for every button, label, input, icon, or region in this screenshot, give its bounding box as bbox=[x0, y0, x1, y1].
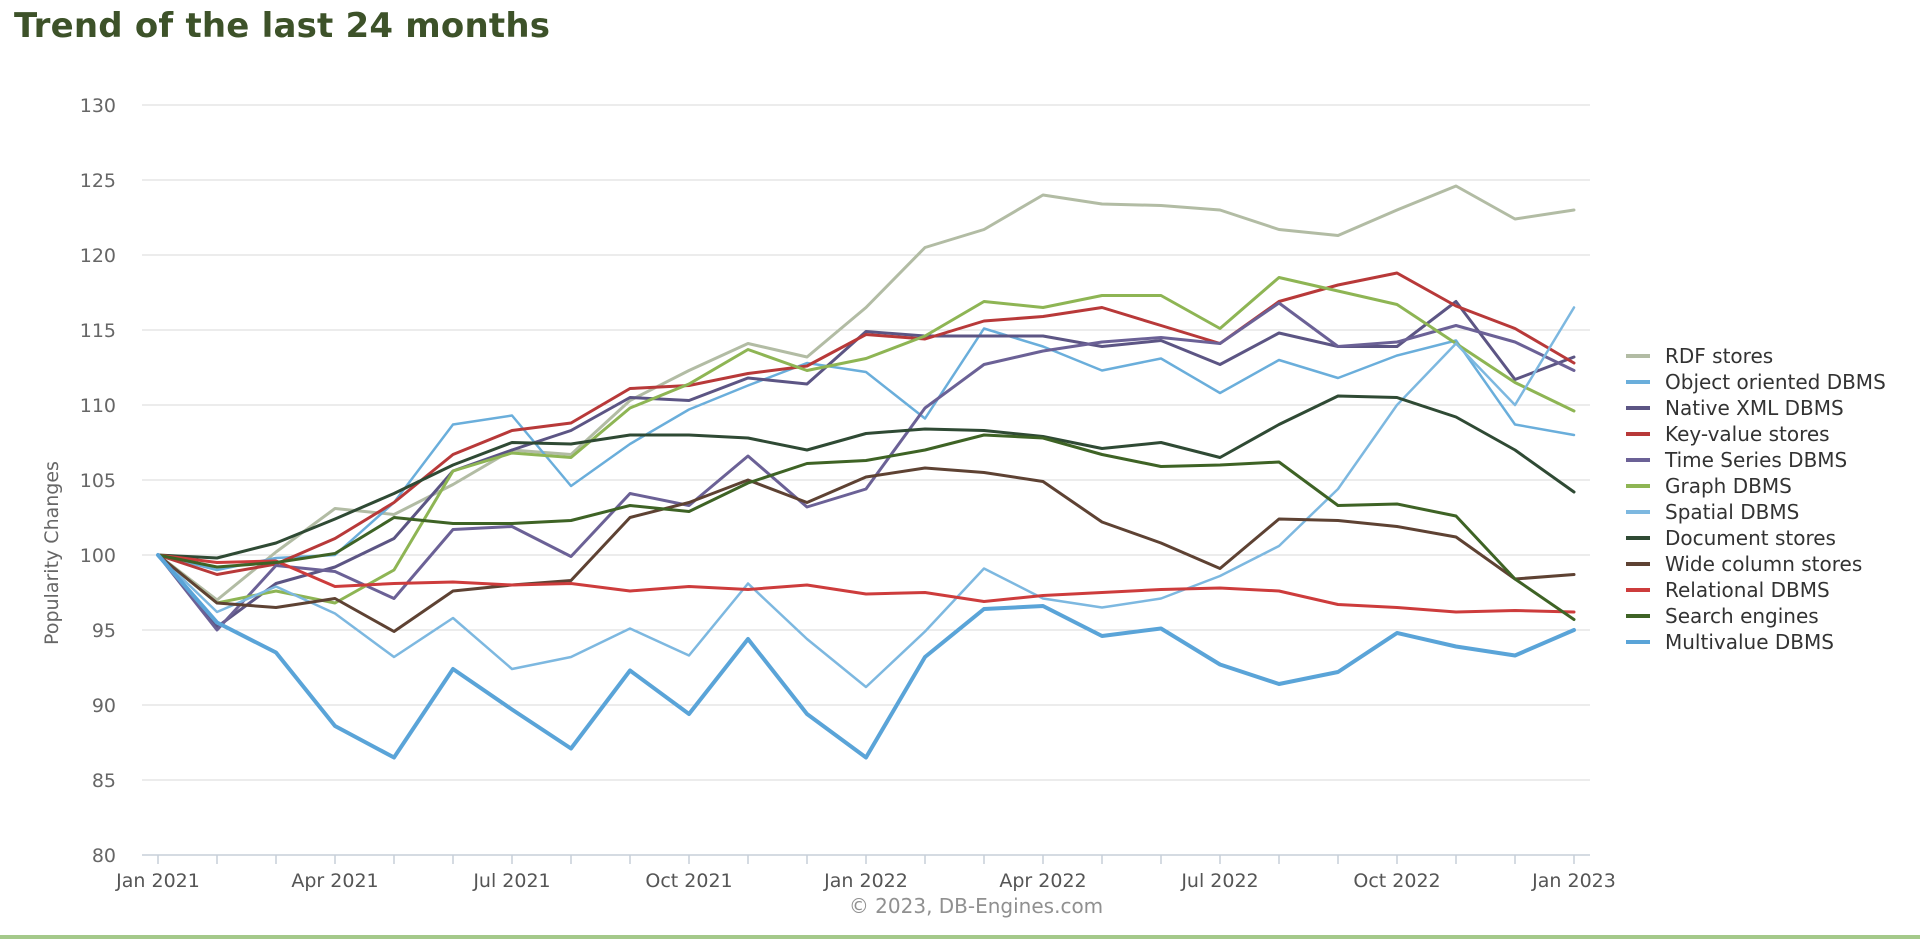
series-line-native-xml-dbms bbox=[156, 300, 1576, 629]
y-tick-label: 100 bbox=[80, 545, 116, 567]
legend-label: Wide column stores bbox=[1665, 552, 1862, 576]
series-line-key-value-stores bbox=[156, 271, 1576, 576]
legend-item[interactable]: Document stores bbox=[1626, 526, 1836, 550]
y-tick-label: 95 bbox=[92, 620, 116, 642]
legend-item[interactable]: Object oriented DBMS bbox=[1626, 370, 1886, 394]
x-tick-label: Oct 2022 bbox=[1353, 870, 1440, 892]
legend-item[interactable]: Native XML DBMS bbox=[1626, 396, 1844, 420]
legend-label: Time Series DBMS bbox=[1664, 448, 1847, 472]
y-tick-label: 115 bbox=[80, 320, 116, 342]
x-tick-label: Jan 2023 bbox=[1531, 870, 1616, 892]
series-line-relational-dbms bbox=[156, 553, 1576, 614]
legend-item[interactable]: Graph DBMS bbox=[1626, 474, 1792, 498]
legend-label: Search engines bbox=[1665, 604, 1819, 628]
y-tick-label: 110 bbox=[80, 395, 116, 417]
series-line-document-stores bbox=[156, 394, 1576, 560]
legend-item[interactable]: Key-value stores bbox=[1626, 422, 1830, 446]
legend-item[interactable]: Spatial DBMS bbox=[1626, 500, 1799, 524]
series-line-spatial-dbms bbox=[156, 306, 1576, 689]
x-axis: Jan 2021 Apr 2021 Jul 2021 Oct 2021 Jan 2022… bbox=[115, 854, 1616, 892]
legend-label: Relational DBMS bbox=[1665, 578, 1830, 602]
series-line-object-oriented-dbms bbox=[156, 327, 1576, 572]
grid-lines bbox=[142, 104, 1590, 781]
legend-item[interactable]: Search engines bbox=[1626, 604, 1819, 628]
x-tick-label: Jan 2022 bbox=[823, 870, 908, 892]
x-tick-label: Apr 2021 bbox=[291, 870, 378, 892]
y-axis: 80 85 90 95 100 105 110 115 120 125 130 bbox=[80, 95, 116, 867]
legend-label: Native XML DBMS bbox=[1665, 396, 1844, 420]
series-line-rdf-stores bbox=[156, 184, 1576, 602]
x-tick-label: Oct 2021 bbox=[645, 870, 732, 892]
legend-label: Graph DBMS bbox=[1665, 474, 1792, 498]
legend-item[interactable]: Relational DBMS bbox=[1626, 578, 1830, 602]
legend-label: Object oriented DBMS bbox=[1665, 370, 1886, 394]
y-tick-label: 120 bbox=[80, 245, 116, 267]
page-title: Trend of the last 24 months bbox=[14, 6, 551, 46]
series-line-time-series-dbms bbox=[156, 301, 1576, 632]
legend-label: Spatial DBMS bbox=[1665, 500, 1799, 524]
legend-item[interactable]: Multivalue DBMS bbox=[1626, 630, 1834, 654]
legend-label: Key-value stores bbox=[1665, 422, 1830, 446]
legend-label: Document stores bbox=[1665, 526, 1836, 550]
y-tick-label: 85 bbox=[92, 770, 116, 792]
series-line-search-engines bbox=[156, 433, 1576, 621]
y-tick-label: 105 bbox=[80, 470, 116, 492]
series-line-multivalue-dbms bbox=[156, 553, 1576, 760]
credit-text: © 2023, DB-Engines.com bbox=[849, 894, 1103, 918]
legend-item[interactable]: RDF stores bbox=[1626, 344, 1773, 368]
legend-label: Multivalue DBMS bbox=[1665, 630, 1834, 654]
legend-label: RDF stores bbox=[1665, 344, 1773, 368]
series-line-wide-column-stores bbox=[156, 466, 1576, 633]
y-tick-label: 90 bbox=[92, 695, 116, 717]
x-tick-label: Jul 2021 bbox=[472, 870, 550, 892]
series-line-graph-dbms bbox=[156, 276, 1576, 605]
x-tick-label: Jan 2021 bbox=[115, 870, 200, 892]
legend-item[interactable]: Wide column stores bbox=[1626, 552, 1862, 576]
series-lines bbox=[156, 184, 1576, 760]
y-tick-label: 125 bbox=[80, 170, 116, 192]
footer-rule bbox=[0, 935, 1920, 939]
legend-item[interactable]: Time Series DBMS bbox=[1626, 448, 1847, 472]
y-tick-label: 130 bbox=[80, 95, 116, 117]
y-axis-label: Popularity Changes bbox=[41, 461, 63, 645]
x-tick-label: Apr 2022 bbox=[999, 870, 1086, 892]
x-tick-label: Jul 2022 bbox=[1180, 870, 1258, 892]
y-tick-label: 80 bbox=[92, 845, 116, 867]
